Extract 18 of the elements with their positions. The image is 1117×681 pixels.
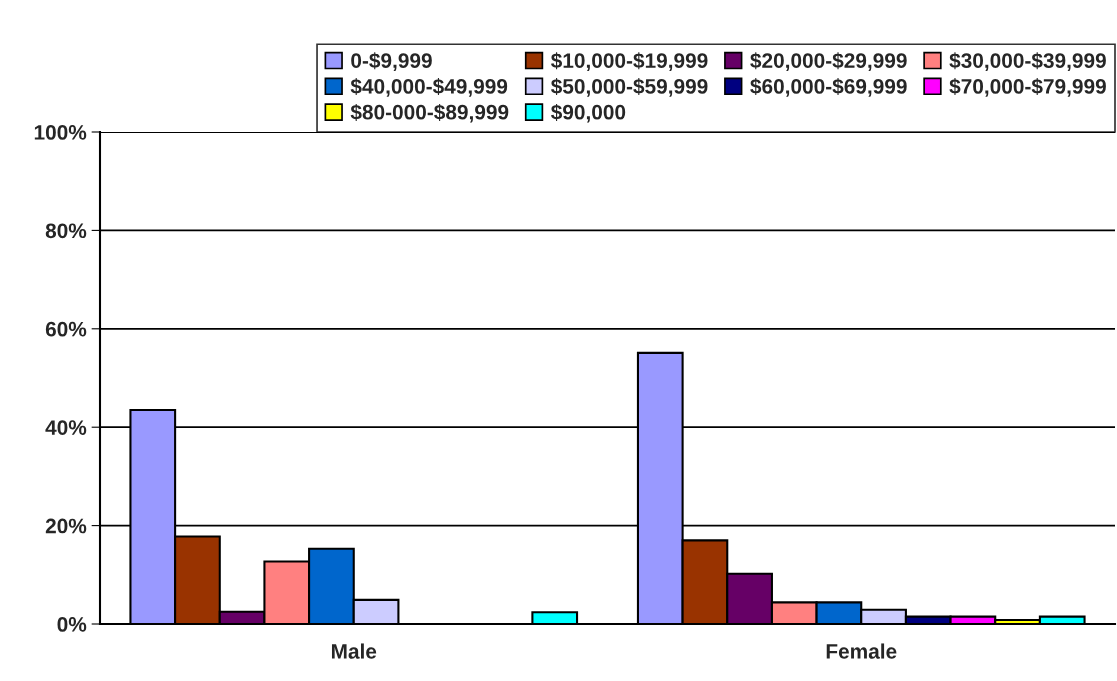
y-tick-label: 80%	[45, 223, 87, 239]
legend-label: 0-$9,999	[351, 52, 432, 72]
legend-label: $10,000-$19,999	[551, 52, 708, 72]
y-tick-label: 20%	[45, 518, 87, 534]
legend-label: $70,000-$79,999	[949, 78, 1106, 97]
legend-label: $80-000-$89,999	[350, 103, 509, 123]
legend-label: $40,000-$49,999	[350, 78, 508, 97]
y-tick-label: 60%	[45, 321, 87, 337]
x-tick-label: Male	[331, 643, 377, 659]
legend-label: $60,000-$69,999	[750, 78, 907, 97]
x-tick-label: Female	[826, 643, 897, 659]
legend-label: $90,000	[551, 103, 626, 123]
y-tick-label: 100%	[34, 125, 87, 140]
legend-label: $50,000-$59,999	[551, 78, 708, 97]
y-tick-label: 0%	[57, 617, 87, 632]
legend-label: $30,000-$39,999	[949, 52, 1106, 72]
y-tick-label: 40%	[45, 420, 87, 435]
legend-label: $20,000-$29,999	[750, 52, 907, 72]
